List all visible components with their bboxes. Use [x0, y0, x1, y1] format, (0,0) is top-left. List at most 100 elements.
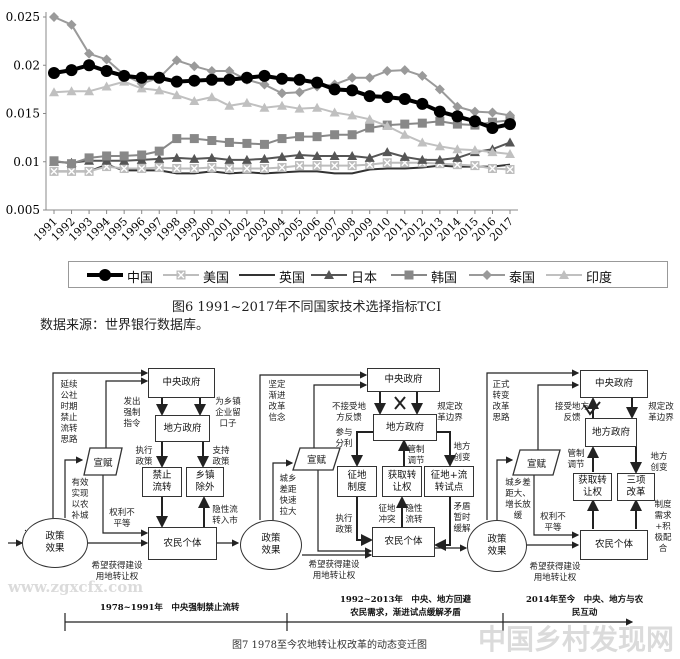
- data-point: [154, 146, 164, 156]
- data-point: [102, 151, 112, 161]
- legend-symbol: [482, 270, 492, 280]
- period-1-label: 1978~1991年 中央强制禁止流转: [100, 603, 240, 613]
- data-point: [277, 100, 287, 110]
- legend-label-thailand: 泰国: [509, 271, 536, 286]
- data-point: [224, 100, 235, 110]
- p1-label-hidden: 隐性流转入市: [212, 505, 238, 526]
- data-point-x: [453, 161, 461, 169]
- data-point: [469, 145, 480, 155]
- p3-label-boundary: 规定改革边界: [648, 402, 674, 423]
- data-point: [330, 161, 340, 171]
- data-point: [486, 121, 499, 134]
- y-tick-label: 0.005: [6, 203, 40, 217]
- data-point: [451, 110, 464, 123]
- data-point: [399, 151, 410, 161]
- legend-marker-6: [546, 270, 582, 279]
- data-point: [347, 72, 358, 83]
- p1-label-continue: 延续公社时期禁止流转思路: [60, 380, 78, 445]
- data-point-x: [173, 165, 181, 172]
- p2-label-hidden: 隐性流转: [405, 504, 423, 525]
- data-point: [137, 150, 147, 160]
- p2-get-transfer-right: 获取转让权: [382, 466, 422, 497]
- data-point-x: [225, 165, 233, 172]
- legend-symbol-x: [177, 271, 185, 279]
- data-point: [399, 65, 410, 76]
- data-point: [364, 72, 375, 83]
- data-point: [505, 137, 515, 147]
- data-point: [382, 66, 393, 77]
- data-point: [259, 153, 270, 163]
- data-point: [171, 90, 182, 100]
- data-point: [172, 134, 182, 144]
- figure-6-caption: 图6 1991~2017年不同国家技术选择指标TCI: [172, 300, 442, 315]
- check-mark-icon: [583, 401, 601, 416]
- data-point: [66, 86, 77, 96]
- data-point: [84, 153, 94, 163]
- data-point-x: [190, 165, 198, 172]
- period-2-line-2: 农民需求，渐进试点缓解矛盾: [350, 608, 461, 618]
- data-point: [258, 69, 271, 82]
- data-point: [294, 103, 305, 113]
- data-point: [241, 97, 252, 107]
- data-point: [293, 73, 306, 86]
- data-point: [171, 55, 182, 66]
- data-point: [189, 134, 199, 144]
- data-point: [365, 160, 375, 170]
- p1-label-exec: 执行政策: [135, 446, 153, 467]
- p3-label-gap: 城乡差距大、增长放缓: [505, 478, 531, 521]
- p2-pilot: 征地+流转试点: [424, 466, 474, 497]
- data-point: [312, 161, 322, 171]
- data-point: [417, 118, 427, 128]
- data-point: [295, 161, 305, 171]
- chart-legend: 中国 美国 英国 日本 韩国 泰国 印度: [68, 261, 668, 288]
- data-point: [66, 19, 77, 30]
- data-point-x: [208, 164, 216, 172]
- p1-label-order: 发出强制指令: [123, 397, 141, 429]
- data-point-x: [50, 167, 58, 175]
- p2-local-gov: 地方政府: [373, 414, 437, 441]
- data-point: [189, 95, 200, 105]
- data-point: [347, 161, 357, 171]
- data-point: [49, 166, 59, 176]
- data-point: [67, 159, 77, 169]
- data-point: [505, 149, 515, 159]
- data-point: [189, 61, 200, 72]
- p3-label-formal: 正式转变改革思路: [492, 380, 510, 423]
- data-point: [170, 75, 183, 88]
- data-point: [242, 164, 252, 174]
- data-point: [277, 163, 287, 173]
- data-point: [119, 164, 129, 174]
- data-point: [398, 93, 411, 106]
- data-point: [330, 130, 340, 140]
- p2-label-exec: 执行政策: [335, 514, 353, 535]
- p2-label-ease: 矛盾暂时缓解: [453, 502, 471, 534]
- p2-central-gov: 中央政府: [367, 368, 440, 392]
- data-point: [172, 164, 182, 174]
- p3-label-demand: 制度需求+积极配合: [654, 500, 672, 554]
- data-point: [434, 84, 445, 95]
- data-point: [277, 134, 287, 144]
- data-point: [312, 150, 323, 160]
- data-point-x: [506, 165, 514, 173]
- data-point: [452, 152, 463, 162]
- data-point: [171, 152, 182, 162]
- p1-label-support: 支持政策: [212, 446, 230, 467]
- y-tick-label: 0.015: [6, 107, 40, 121]
- data-point: [364, 152, 375, 162]
- p1-farmer: 农民个体: [148, 527, 217, 560]
- data-point: [259, 139, 269, 149]
- data-point: [84, 166, 94, 176]
- data-point: [48, 66, 60, 79]
- watermark-logo: 中国乡村发现网: [478, 623, 675, 656]
- legend-marker-5: [469, 270, 505, 280]
- data-point: [470, 161, 480, 171]
- data-point: [312, 102, 323, 112]
- p3-three-reforms: 三项改革: [617, 473, 655, 501]
- p2-xuanfu: 宣赋: [306, 455, 326, 466]
- data-point: [505, 164, 515, 174]
- data-point: [189, 164, 199, 174]
- data-point: [49, 156, 59, 166]
- legend-label-india: 印度: [586, 271, 613, 286]
- period-3-label: 2014年至今 中央、地方与农 民互动: [526, 594, 643, 620]
- legend-symbol: [99, 269, 111, 281]
